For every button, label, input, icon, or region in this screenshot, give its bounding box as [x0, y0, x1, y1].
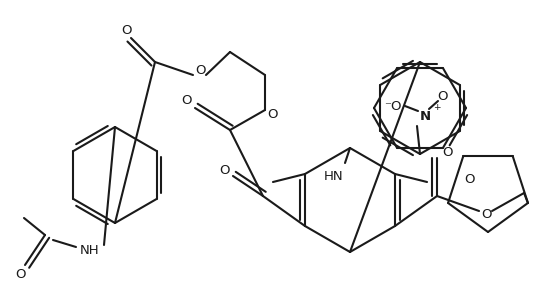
Text: O: O [195, 64, 205, 77]
Text: O: O [438, 90, 448, 103]
Text: +: + [433, 103, 440, 112]
Text: N: N [419, 110, 430, 123]
Text: O: O [442, 145, 452, 158]
Text: O: O [15, 268, 25, 281]
Text: O: O [268, 108, 278, 121]
Text: NH: NH [80, 244, 100, 257]
Text: ⁻O: ⁻O [384, 99, 402, 112]
Text: HN: HN [324, 170, 344, 182]
Text: O: O [465, 173, 475, 186]
Text: O: O [220, 164, 230, 177]
Text: O: O [481, 208, 491, 221]
Text: O: O [182, 94, 192, 107]
Text: O: O [122, 23, 132, 36]
